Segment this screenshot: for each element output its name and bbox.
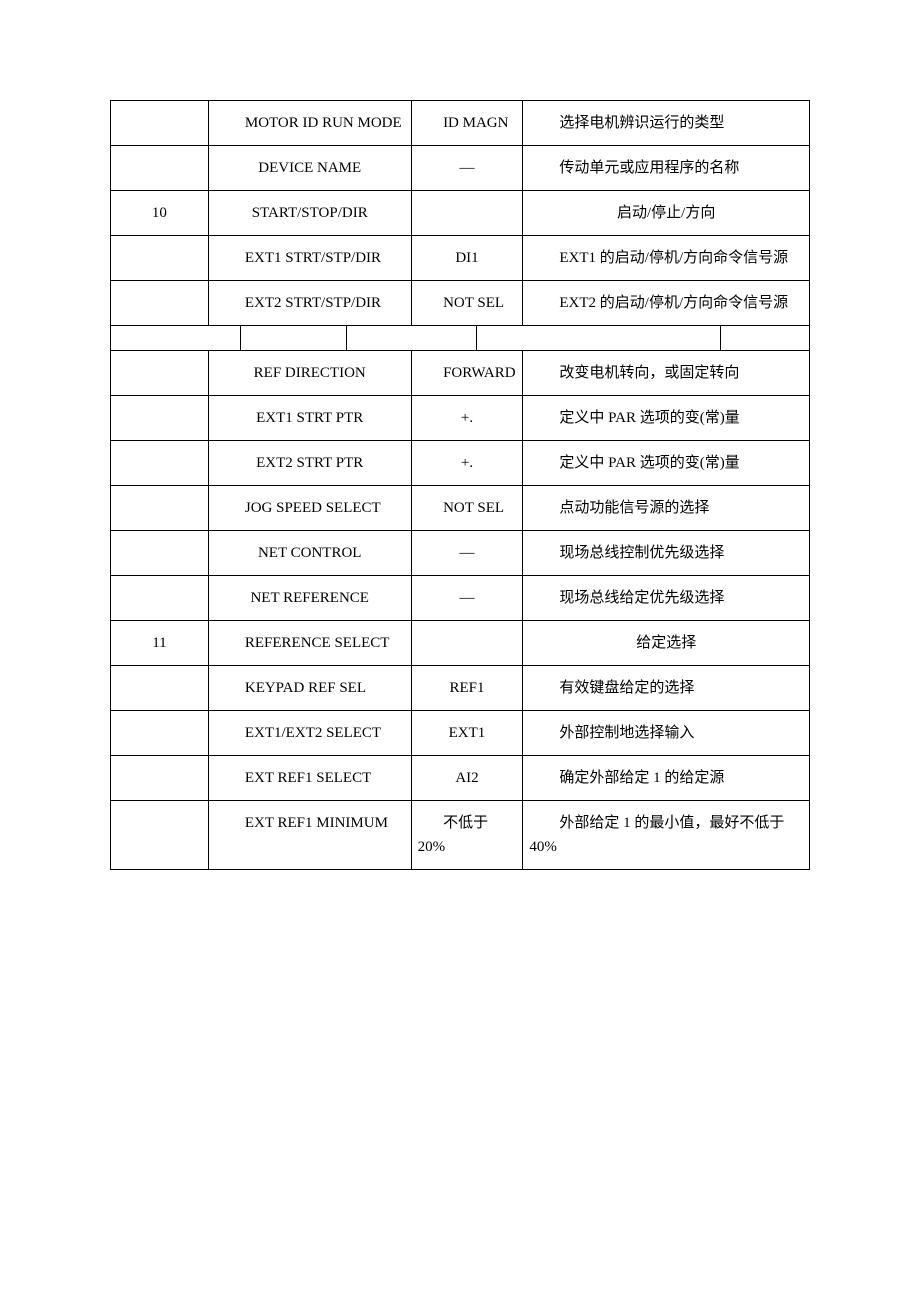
parameter-table: MOTOR ID RUN MODE ID MAGN 选择电机辨识运行的类型 DE… xyxy=(110,100,810,326)
cell-group xyxy=(111,665,209,710)
cell-desc: 传动单元或应用程序的名称 xyxy=(523,146,810,191)
cell-split xyxy=(720,326,809,350)
cell-group xyxy=(111,710,209,755)
cell-desc: 外部给定 1 的最小值，最好不低于 40% xyxy=(523,800,810,869)
cell-desc: EXT2 的启动/停机/方向命令信号源 xyxy=(523,281,810,326)
cell-param: JOG SPEED SELECT xyxy=(208,485,411,530)
table-row: EXT1/EXT2 SELECT EXT1 外部控制地选择输入 xyxy=(111,710,810,755)
cell-default xyxy=(411,191,523,236)
cell-group xyxy=(111,101,209,146)
cell-param: EXT1 STRT/STP/DIR xyxy=(208,236,411,281)
cell-default: FORWARD xyxy=(411,351,523,396)
table-row: MOTOR ID RUN MODE ID MAGN 选择电机辨识运行的类型 xyxy=(111,101,810,146)
cell-split xyxy=(111,326,241,350)
cell-param: MOTOR ID RUN MODE xyxy=(208,101,411,146)
cell-default: — xyxy=(411,575,523,620)
cell-default xyxy=(411,620,523,665)
cell-desc: 有效键盘给定的选择 xyxy=(523,665,810,710)
cell-desc: 改变电机转向，或固定转向 xyxy=(523,351,810,396)
table-row-split xyxy=(111,326,810,350)
cell-param: REF DIRECTION xyxy=(208,351,411,396)
cell-group xyxy=(111,281,209,326)
cell-group xyxy=(111,440,209,485)
table-row: EXT REF1 SELECT AI2 确定外部给定 1 的给定源 xyxy=(111,755,810,800)
cell-desc: 启动/停止/方向 xyxy=(523,191,810,236)
cell-desc: 定义中 PAR 选项的变(常)量 xyxy=(523,440,810,485)
cell-group xyxy=(111,575,209,620)
table-row: NET REFERENCE — 现场总线给定优先级选择 xyxy=(111,575,810,620)
table-row: KEYPAD REF SEL REF1 有效键盘给定的选择 xyxy=(111,665,810,710)
cell-default: ID MAGN xyxy=(411,101,523,146)
cell-default: — xyxy=(411,530,523,575)
cell-desc: 外部控制地选择输入 xyxy=(523,710,810,755)
cell-group: 10 xyxy=(111,191,209,236)
table-row: 10 START/STOP/DIR 启动/停止/方向 xyxy=(111,191,810,236)
cell-default: AI2 xyxy=(411,755,523,800)
cell-param: DEVICE NAME xyxy=(208,146,411,191)
table-row: EXT REF1 MINIMUM 不低于 20% 外部给定 1 的最小值，最好不… xyxy=(111,800,810,869)
page-container: www.bdocx.com MOTOR ID RUN MODE ID MAGN … xyxy=(0,0,920,970)
cell-default: — xyxy=(411,146,523,191)
cell-param: EXT REF1 MINIMUM xyxy=(208,800,411,869)
cell-param: EXT REF1 SELECT xyxy=(208,755,411,800)
cell-group xyxy=(111,800,209,869)
cell-group xyxy=(111,351,209,396)
cell-param: EXT2 STRT PTR xyxy=(208,440,411,485)
cell-group xyxy=(111,395,209,440)
cell-group xyxy=(111,530,209,575)
cell-group: 11 xyxy=(111,620,209,665)
cell-param: EXT2 STRT/STP/DIR xyxy=(208,281,411,326)
cell-param: EXT1 STRT PTR xyxy=(208,395,411,440)
cell-param: KEYPAD REF SEL xyxy=(208,665,411,710)
cell-split xyxy=(476,326,720,350)
parameter-table-split xyxy=(110,326,810,351)
cell-param: NET REFERENCE xyxy=(208,575,411,620)
table-row: EXT2 STRT PTR +. 定义中 PAR 选项的变(常)量 xyxy=(111,440,810,485)
table-row: JOG SPEED SELECT NOT SEL 点动功能信号源的选择 xyxy=(111,485,810,530)
cell-group xyxy=(111,146,209,191)
cell-desc: 点动功能信号源的选择 xyxy=(523,485,810,530)
cell-group xyxy=(111,236,209,281)
cell-default: 不低于 20% xyxy=(411,800,523,869)
cell-default: EXT1 xyxy=(411,710,523,755)
table-row: EXT1 STRT PTR +. 定义中 PAR 选项的变(常)量 xyxy=(111,395,810,440)
cell-default: NOT SEL xyxy=(411,281,523,326)
cell-group xyxy=(111,755,209,800)
cell-split xyxy=(241,326,347,350)
cell-param: EXT1/EXT2 SELECT xyxy=(208,710,411,755)
cell-param: START/STOP/DIR xyxy=(208,191,411,236)
table-row: 11 REFERENCE SELECT 给定选择 xyxy=(111,620,810,665)
cell-group xyxy=(111,485,209,530)
table-row: REF DIRECTION FORWARD 改变电机转向，或固定转向 xyxy=(111,351,810,396)
table-row: DEVICE NAME — 传动单元或应用程序的名称 xyxy=(111,146,810,191)
cell-default: NOT SEL xyxy=(411,485,523,530)
cell-desc: 现场总线给定优先级选择 xyxy=(523,575,810,620)
table-row: NET CONTROL — 现场总线控制优先级选择 xyxy=(111,530,810,575)
cell-param: REFERENCE SELECT xyxy=(208,620,411,665)
table-row: EXT2 STRT/STP/DIR NOT SEL EXT2 的启动/停机/方向… xyxy=(111,281,810,326)
cell-desc: 现场总线控制优先级选择 xyxy=(523,530,810,575)
cell-desc: 选择电机辨识运行的类型 xyxy=(523,101,810,146)
cell-default: REF1 xyxy=(411,665,523,710)
cell-desc: 确定外部给定 1 的给定源 xyxy=(523,755,810,800)
cell-desc: EXT1 的启动/停机/方向命令信号源 xyxy=(523,236,810,281)
cell-desc: 给定选择 xyxy=(523,620,810,665)
cell-default: DI1 xyxy=(411,236,523,281)
cell-param: NET CONTROL xyxy=(208,530,411,575)
cell-desc: 定义中 PAR 选项的变(常)量 xyxy=(523,395,810,440)
cell-split xyxy=(346,326,476,350)
table-row: EXT1 STRT/STP/DIR DI1 EXT1 的启动/停机/方向命令信号… xyxy=(111,236,810,281)
cell-default: +. xyxy=(411,440,523,485)
parameter-table-2: REF DIRECTION FORWARD 改变电机转向，或固定转向 EXT1 … xyxy=(110,351,810,870)
cell-default: +. xyxy=(411,395,523,440)
